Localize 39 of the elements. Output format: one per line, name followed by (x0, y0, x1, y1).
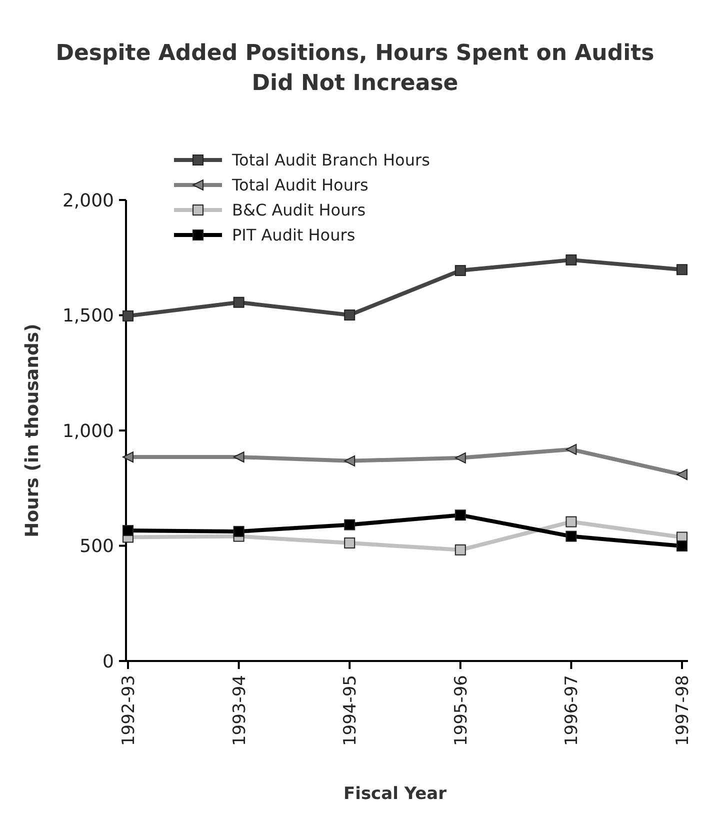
point (454, 510, 466, 521)
y-axis-title: Hours (in thousands) (22, 324, 43, 538)
x-tick-label: 1997-98 (672, 675, 693, 746)
y-tick-label: 0 (102, 651, 114, 672)
point (676, 469, 688, 480)
point (676, 540, 688, 552)
point (122, 452, 134, 463)
point (233, 296, 244, 308)
point (676, 264, 688, 276)
point (454, 265, 466, 276)
point (233, 452, 244, 463)
x-tick-label: 1992-93 (118, 675, 139, 746)
legend-label: Total Audit Hours (231, 176, 368, 195)
x-tick-label: 1994-95 (340, 675, 361, 746)
x-tick-label: 1995-96 (451, 675, 472, 746)
point (122, 525, 134, 536)
point (566, 530, 577, 542)
y-tick-label: 500 (80, 536, 114, 558)
x-tick-label: 1993-94 (230, 675, 250, 746)
point (344, 519, 356, 530)
y-tick-label: 1,500 (62, 306, 114, 327)
point (122, 310, 134, 322)
point (566, 254, 577, 266)
chart-title: Despite Added Positions, Hours Spent on Audits Did Not Increase (56, 41, 654, 96)
point (566, 444, 577, 455)
x-tick-label: 1996-97 (562, 675, 582, 746)
y-tick-label: 1,000 (62, 420, 114, 442)
legend-label: Total Audit Branch Hours (231, 150, 430, 170)
legend-label: PIT Audit Hours (232, 226, 356, 245)
point (344, 310, 356, 321)
legend-label: B&C Audit Hours (232, 200, 366, 220)
point (233, 526, 244, 537)
y-tick-label: 2,000 (62, 190, 114, 212)
point (566, 516, 577, 528)
point (454, 544, 466, 556)
point (344, 537, 356, 548)
point (344, 455, 356, 466)
point (454, 452, 466, 464)
x-axis-title: Fiscal Year (344, 784, 448, 804)
